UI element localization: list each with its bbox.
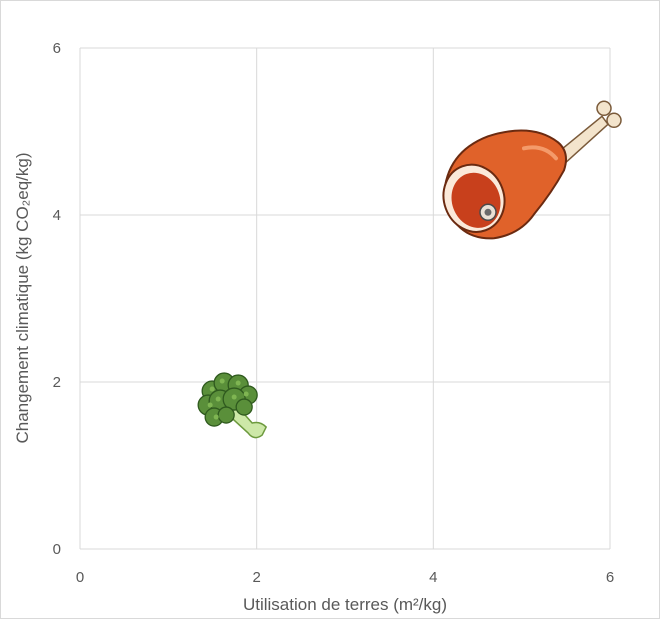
broccoli-icon	[197, 372, 268, 439]
y-tick-label: 0	[53, 541, 61, 558]
data-points	[197, 100, 622, 439]
x-tick-label: 0	[76, 569, 84, 586]
grid	[79, 47, 611, 550]
y-tick-label: 4	[53, 207, 61, 224]
x-tick-labels: 0 2 4 6	[76, 569, 614, 586]
y-axis-title: Changement climatique (kg CO₂eq/kg)	[13, 152, 32, 443]
x-tick-label: 4	[429, 569, 437, 586]
x-axis-title: Utilisation de terres (m²/kg)	[243, 595, 447, 614]
y-tick-label: 2	[53, 374, 61, 391]
y-tick-labels: 0 2 4 6	[53, 40, 61, 558]
y-tick-label: 6	[53, 40, 61, 57]
x-tick-label: 2	[252, 569, 260, 586]
x-tick-label: 6	[606, 569, 614, 586]
ham-leg-icon	[442, 100, 622, 240]
